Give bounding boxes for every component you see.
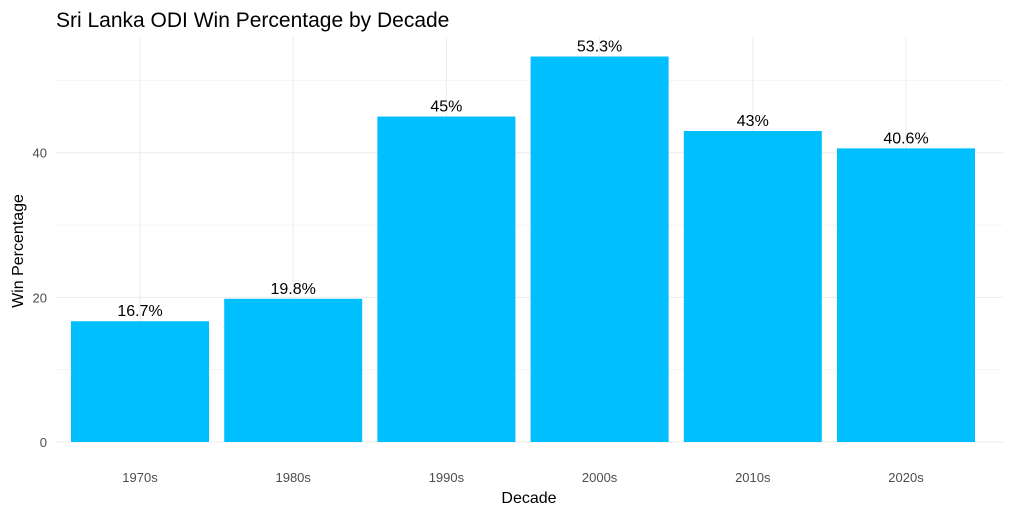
x-tick-label-2000s: 2000s [582,470,618,485]
y-axis-ticks: 0 20 40 [33,146,47,450]
bar-2020s [837,148,975,442]
grid-layer [55,37,1003,443]
data-labels-layer: 16.7% 19.8% 45% 53.3% 43% 40.6% [117,39,928,321]
bar-2010s [683,131,822,442]
x-axis-ticks: 1970s 1980s 1990s 2000s 2010s 2020s [122,470,924,485]
data-label-1980s: 19.8% [271,281,316,298]
x-tick-label-1990s: 1990s [429,470,465,485]
bar-1990s [377,116,516,442]
y-tick-label-20: 20 [33,290,47,305]
y-tick-label-0: 0 [40,435,47,450]
data-label-1970s: 16.7% [117,303,162,320]
data-label-1990s: 45% [430,99,462,116]
x-axis-title: Decade [501,490,556,507]
bar-1980s [224,298,363,442]
bar-2000s [530,56,669,442]
chart-title: Sri Lanka ODI Win Percentage by Decade [56,9,449,32]
data-label-2010s: 43% [737,113,769,130]
bars-layer [71,56,975,442]
data-label-2020s: 40.6% [883,130,928,147]
data-label-2000s: 53.3% [577,39,622,56]
bar-1970s [71,321,209,442]
x-tick-label-1980s: 1980s [275,470,311,485]
x-tick-label-1970s: 1970s [122,470,158,485]
x-tick-label-2010s: 2010s [735,470,771,485]
y-axis-title: Win Percentage [10,194,27,308]
x-tick-label-2020s: 2020s [888,470,924,485]
y-tick-label-40: 40 [33,146,47,161]
